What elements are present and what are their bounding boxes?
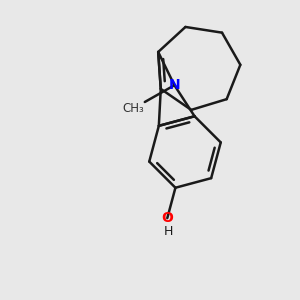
Text: O: O bbox=[161, 211, 173, 225]
Text: N: N bbox=[169, 78, 180, 92]
Text: H: H bbox=[164, 225, 173, 238]
Text: CH₃: CH₃ bbox=[123, 102, 144, 115]
